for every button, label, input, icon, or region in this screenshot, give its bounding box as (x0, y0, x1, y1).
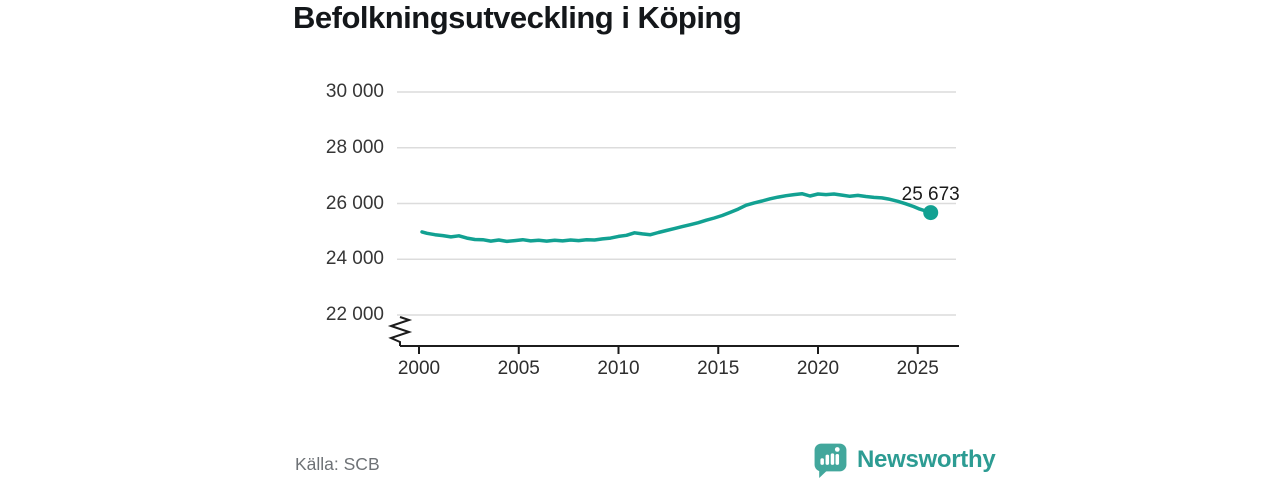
x-tick-label: 2000 (397, 358, 441, 379)
y-tick-label: 30 000 (325, 81, 384, 102)
population-line (420, 191, 933, 244)
y-tick-label: 26 000 (325, 192, 384, 214)
latest-point-marker (923, 205, 939, 221)
newsworthy-logo: Newsworthy (812, 441, 996, 478)
x-tick-label: 2015 (697, 358, 740, 379)
y-tick-label: 28 000 (325, 136, 384, 158)
latest-value-label: 25 673 (901, 184, 960, 205)
source-label: Källa: SCB (295, 454, 380, 474)
y-tick-label: 24 000 (325, 248, 384, 270)
axis-break-icon (387, 316, 413, 346)
chart-title: Befolkningsutveckling i Köping (293, 0, 742, 35)
x-tick-label: 2020 (796, 358, 840, 379)
x-tick-label: 2025 (896, 358, 939, 379)
x-tick-label: 2010 (597, 358, 640, 379)
newsworthy-wordmark: Newsworthy (857, 445, 996, 473)
bar-chart-speech-bubble-icon (814, 443, 847, 478)
x-tick-label: 2005 (497, 358, 540, 379)
y-tick-label: 22 000 (325, 304, 384, 325)
